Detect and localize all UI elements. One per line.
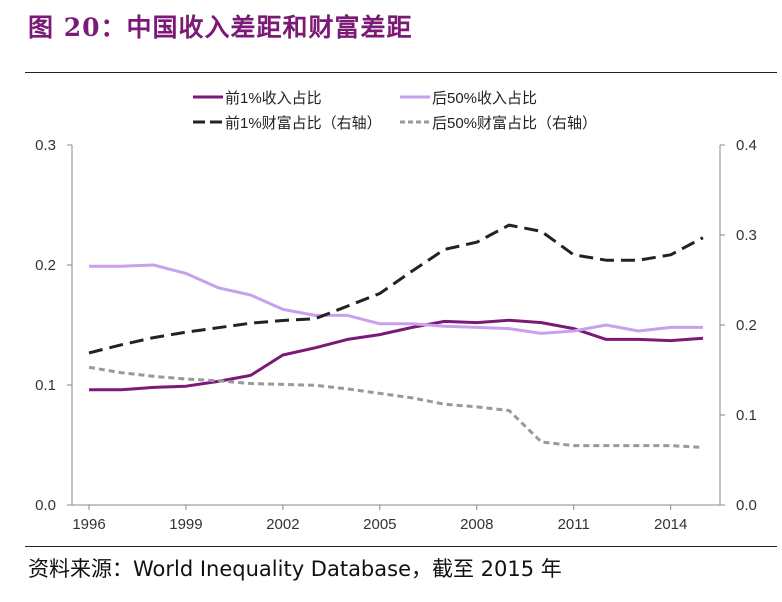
legend-label-3: 前1%财富占比（右轴） [225, 114, 382, 132]
source-note: 资料来源：World Inequality Database，截至 2015 年 [28, 557, 562, 581]
right-y-tick-label: 0.4 [736, 137, 757, 154]
series-line-1 [89, 318, 704, 392]
right-y-tick-label: 0.2 [736, 317, 757, 334]
series-line-4 [88, 365, 704, 449]
legend-label-4: 后50%财富占比（右轴） [432, 114, 597, 132]
left-y-tick-label: 0.3 [35, 137, 56, 154]
series-line-2 [89, 263, 703, 335]
top-rule [25, 72, 777, 73]
legend-label-2: 后50%收入占比 [432, 90, 537, 107]
right-y-tick-label: 0.1 [736, 407, 757, 424]
x-tick-label: 2005 [363, 516, 396, 533]
line-chart: 0.0 0.1 0.2 0.3 0.0 0.1 0.2 0.3 0.4 1996 1999 2002 2… [35, 90, 757, 533]
series-line-3 [88, 223, 704, 355]
figure-title: 图 20：中国收入差距和财富差距 [28, 13, 413, 42]
right-y-tick-label: 0.3 [736, 227, 757, 244]
left-y-tick-label: 0.1 [35, 377, 56, 394]
x-tick-label: 2002 [266, 516, 299, 533]
x-tick-label: 2014 [654, 516, 687, 533]
x-tick-label: 2011 [558, 516, 590, 533]
x-tick-label: 1999 [169, 516, 202, 533]
right-y-tick-label: 0.0 [736, 497, 757, 514]
legend-label-1: 前1%收入占比 [225, 90, 322, 107]
left-y-tick-label: 0.2 [35, 257, 56, 274]
x-tick-label: 2008 [460, 516, 493, 533]
bottom-rule [25, 546, 777, 547]
left-y-tick-label: 0.0 [35, 497, 56, 514]
x-tick-label: 1996 [72, 516, 105, 533]
